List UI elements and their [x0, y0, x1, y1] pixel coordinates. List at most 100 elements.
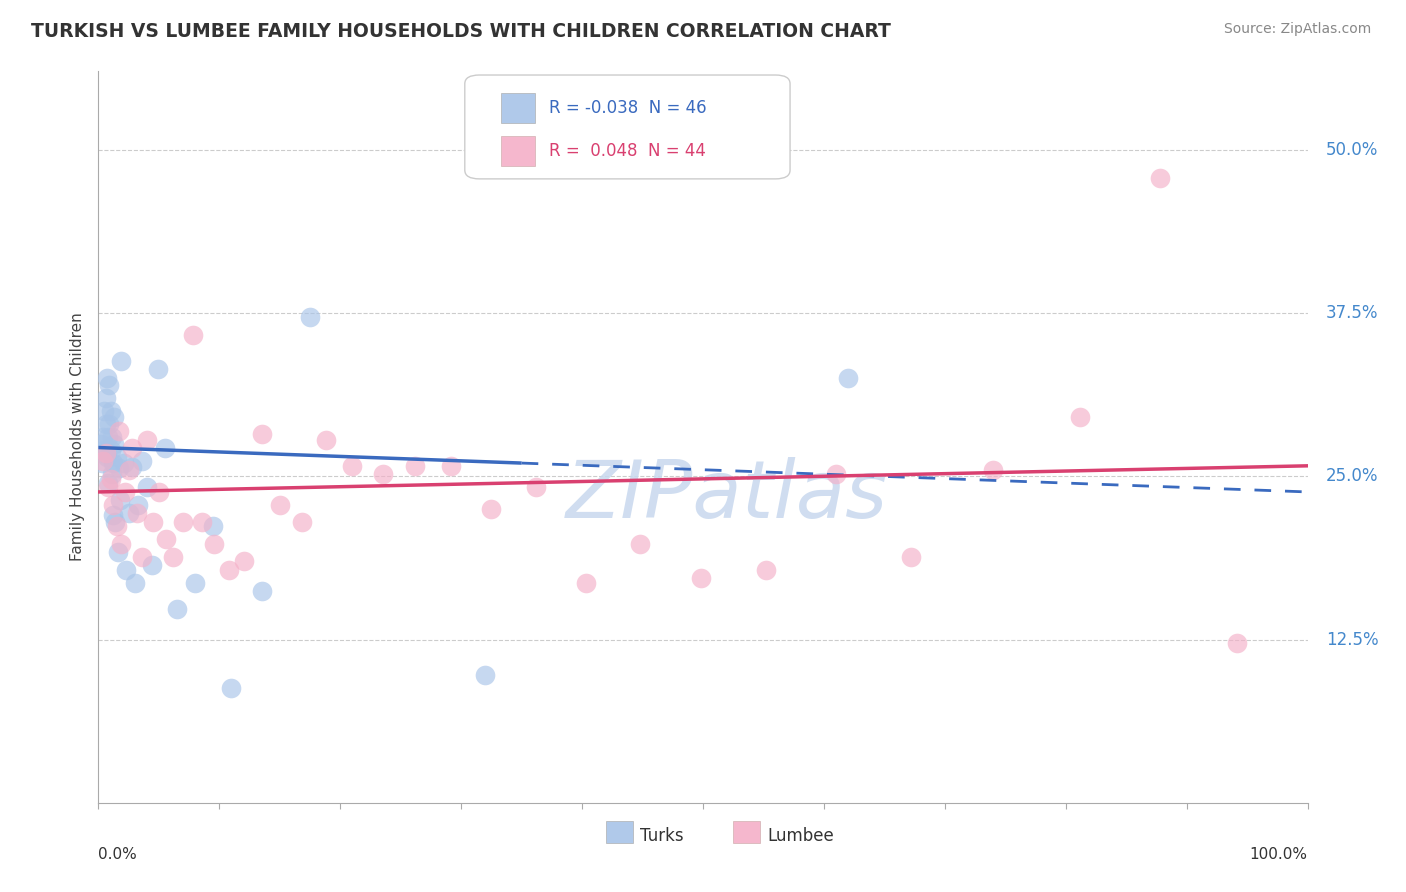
FancyBboxPatch shape — [734, 821, 759, 843]
Point — [181, 328, 204, 343]
Point — [404, 458, 426, 473]
Text: 25.0%: 25.0% — [1326, 467, 1378, 485]
Text: 100.0%: 100.0% — [1250, 847, 1308, 862]
Point — [108, 492, 131, 507]
FancyBboxPatch shape — [606, 821, 633, 843]
Point — [166, 602, 188, 616]
Point — [299, 310, 322, 324]
Point — [94, 417, 117, 431]
Point — [94, 391, 117, 405]
Text: R =  0.048  N = 44: R = 0.048 N = 44 — [550, 142, 706, 161]
Point — [1069, 410, 1091, 425]
Point — [232, 554, 254, 568]
Point — [148, 485, 170, 500]
Point — [135, 480, 157, 494]
Point — [94, 446, 117, 460]
Point — [98, 417, 121, 431]
Point — [221, 681, 243, 695]
Y-axis label: Family Households with Children: Family Households with Children — [70, 313, 86, 561]
Point — [115, 563, 138, 577]
Point — [131, 453, 153, 467]
Point — [91, 453, 114, 467]
Text: TURKISH VS LUMBEE FAMILY HOUSEHOLDS WITH CHILDREN CORRELATION CHART: TURKISH VS LUMBEE FAMILY HOUSEHOLDS WITH… — [31, 22, 891, 41]
FancyBboxPatch shape — [501, 94, 534, 122]
Point — [837, 371, 859, 385]
Point — [524, 480, 547, 494]
Point — [1226, 636, 1249, 650]
Point — [900, 550, 922, 565]
Point — [100, 443, 122, 458]
Point — [101, 508, 124, 523]
Point — [689, 571, 711, 585]
Point — [98, 377, 121, 392]
Point — [131, 550, 153, 565]
Point — [100, 430, 122, 444]
Point — [118, 463, 141, 477]
Point — [105, 450, 128, 464]
Point — [204, 537, 226, 551]
Point — [124, 576, 146, 591]
Point — [105, 519, 128, 533]
Point — [1149, 171, 1171, 186]
Text: 0.0%: 0.0% — [98, 847, 138, 862]
Point — [96, 450, 118, 464]
Point — [118, 506, 141, 520]
Point — [575, 576, 598, 591]
Point — [628, 537, 651, 551]
Point — [103, 410, 125, 425]
Point — [114, 485, 136, 500]
FancyBboxPatch shape — [465, 75, 790, 179]
Point — [121, 441, 143, 455]
Point — [97, 430, 120, 444]
Point — [141, 558, 163, 573]
Point — [110, 354, 132, 368]
Point — [91, 430, 114, 444]
Point — [108, 424, 131, 438]
Point — [162, 550, 184, 565]
FancyBboxPatch shape — [501, 136, 534, 166]
Point — [202, 519, 225, 533]
Text: Source: ZipAtlas.com: Source: ZipAtlas.com — [1223, 22, 1371, 37]
Point — [481, 502, 503, 516]
Point — [104, 515, 127, 529]
Point — [269, 498, 291, 512]
Point — [121, 460, 143, 475]
Point — [101, 498, 124, 512]
Point — [100, 467, 122, 481]
Point — [981, 463, 1004, 477]
Point — [91, 456, 114, 470]
Point — [474, 667, 496, 681]
Point — [135, 433, 157, 447]
Point — [142, 515, 165, 529]
Text: 12.5%: 12.5% — [1326, 631, 1378, 648]
Point — [342, 458, 364, 473]
Point — [290, 515, 312, 529]
Text: ZIPatlas: ZIPatlas — [567, 457, 889, 534]
Point — [825, 467, 848, 481]
Point — [371, 467, 394, 481]
Point — [172, 515, 194, 529]
Point — [93, 404, 115, 418]
Text: Lumbee: Lumbee — [768, 827, 834, 845]
Point — [250, 584, 273, 599]
Point — [90, 436, 112, 450]
Point — [184, 576, 207, 591]
Point — [93, 443, 115, 458]
Point — [96, 371, 118, 385]
Point — [100, 472, 122, 486]
Point — [315, 433, 337, 447]
Point — [155, 532, 177, 546]
Text: 37.5%: 37.5% — [1326, 304, 1378, 322]
Point — [146, 362, 169, 376]
Point — [108, 461, 131, 475]
Point — [250, 427, 273, 442]
Point — [97, 475, 120, 490]
Point — [127, 506, 149, 520]
Text: Turks: Turks — [640, 827, 683, 845]
Point — [103, 436, 125, 450]
Text: 50.0%: 50.0% — [1326, 141, 1378, 159]
Point — [127, 498, 149, 512]
Point — [100, 404, 122, 418]
Text: R = -0.038  N = 46: R = -0.038 N = 46 — [550, 99, 707, 117]
Point — [112, 456, 135, 470]
